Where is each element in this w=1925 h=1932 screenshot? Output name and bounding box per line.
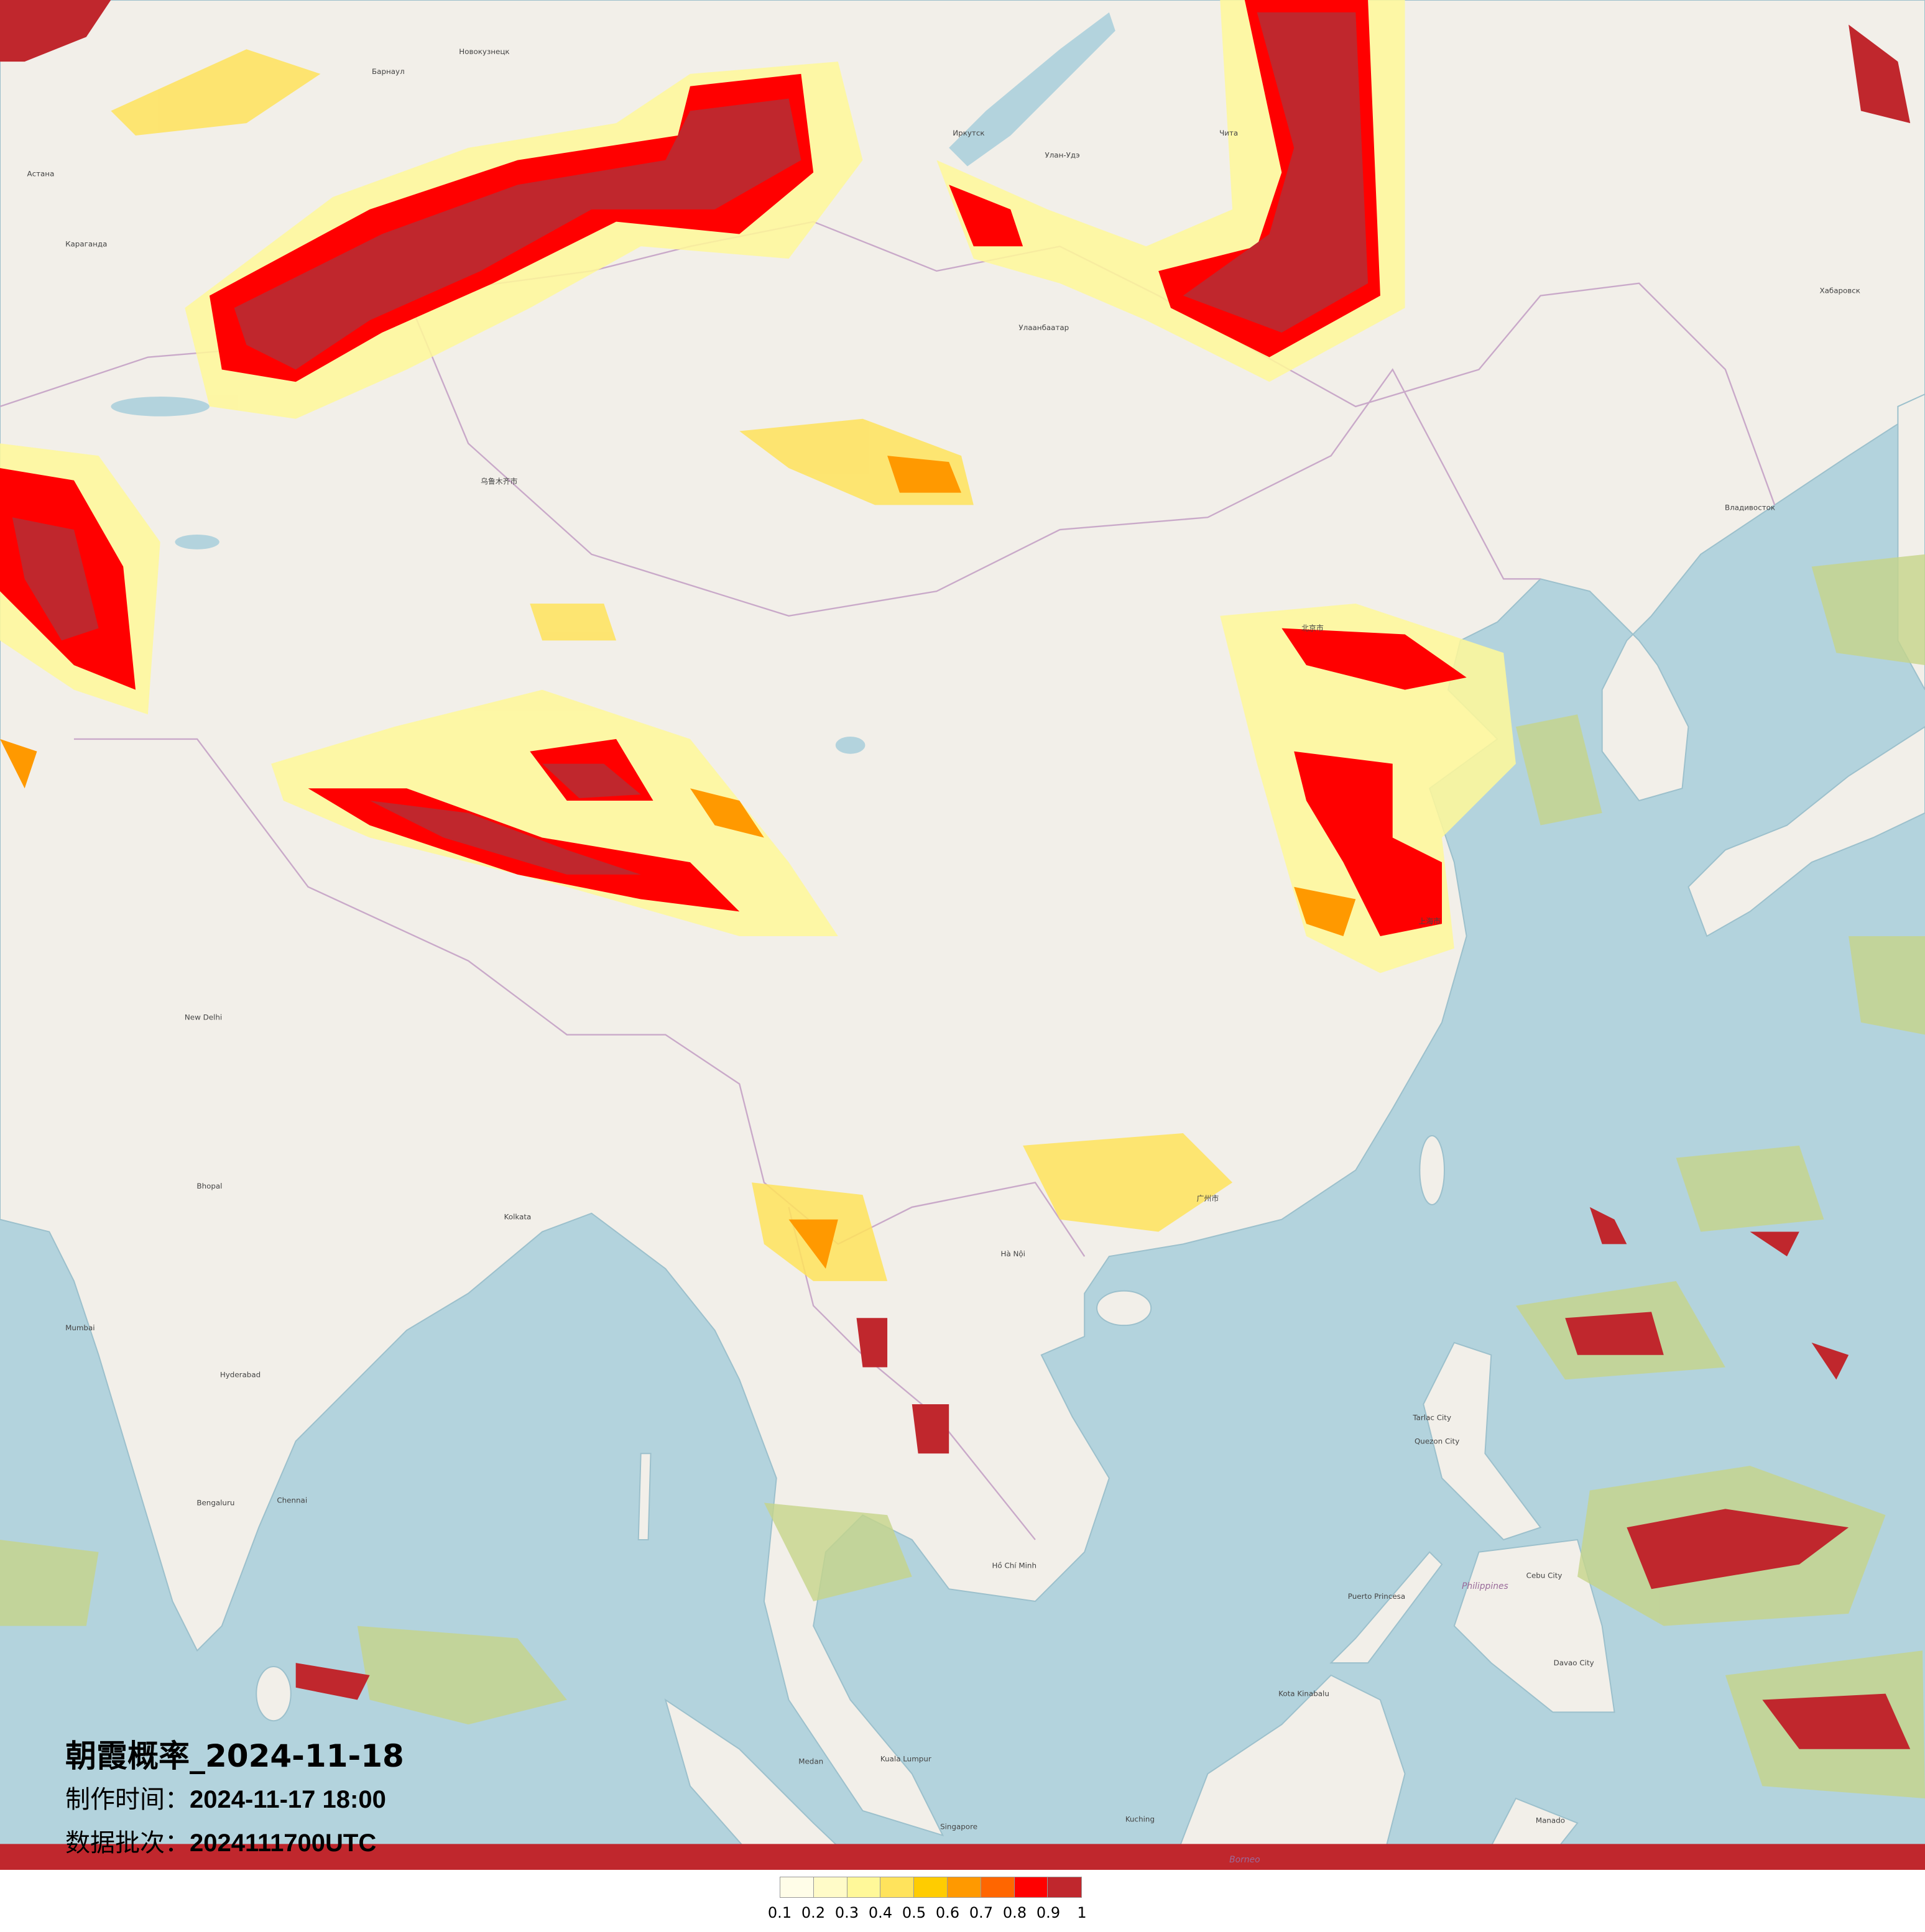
place-label: Mumbai <box>65 1323 95 1332</box>
place-label: Bengaluru <box>196 1498 234 1507</box>
place-label: Владивосток <box>1725 503 1775 512</box>
production-time: 制作时间：2024-11-17 18:00 <box>65 1781 404 1818</box>
orange-areas <box>0 456 1356 1269</box>
production-time-value: 2024-11-17 18:00 <box>190 1786 386 1813</box>
legend-label: 0.6 <box>935 1904 960 1921</box>
place-label: 上海市 <box>1418 917 1441 926</box>
taiwan <box>1419 1135 1445 1205</box>
place-label: Cebu City <box>1526 1571 1563 1580</box>
hainan <box>1096 1290 1152 1327</box>
legend-label: 0.7 <box>969 1904 994 1921</box>
place-label: Puerto Princesa <box>1348 1592 1405 1601</box>
japan <box>1687 725 1925 937</box>
place-label: Philippines <box>1462 1581 1508 1591</box>
place-label: Quezon City <box>1415 1437 1459 1445</box>
place-label: Новокузнецк <box>459 47 509 56</box>
place-label: Hồ Chí Minh <box>992 1562 1036 1570</box>
legend-label: 0.2 <box>801 1904 826 1921</box>
legend-label: 1 <box>1077 1904 1087 1921</box>
place-label: Kota Kinabalu <box>1278 1690 1329 1698</box>
legend-swatch <box>847 1877 881 1897</box>
map-title: 朝霞概率_2024-11-18 <box>65 1738 404 1774</box>
place-label: Singapore <box>940 1823 977 1831</box>
legend-swatch <box>1014 1877 1048 1897</box>
place-labels: Астана Караганда Барнаул Новокузнецк Иркутск… <box>27 47 1860 1865</box>
qinghai-lake <box>835 736 866 754</box>
place-label: Hà Nội <box>1001 1249 1025 1258</box>
legend-label: 0.3 <box>834 1904 859 1921</box>
sumatra <box>664 1698 864 1870</box>
legend-swatch <box>1048 1877 1082 1897</box>
legend-label: 0.1 <box>767 1904 792 1921</box>
title-block: 朝霞概率_2024-11-18 制作时间：2024-11-17 18:00 数据… <box>65 1737 404 1862</box>
place-label: 广州市 <box>1197 1194 1219 1203</box>
legend-swatch <box>981 1877 1015 1897</box>
very-high-probability <box>0 0 1925 1870</box>
legend-label: 0.8 <box>1002 1904 1027 1921</box>
place-label: Улан-Удэ <box>1045 151 1079 160</box>
place-label: Chennai <box>277 1496 307 1504</box>
legend-labels: 0.1 0.2 0.3 0.4 0.5 0.6 0.7 0.8 0.9 1 <box>767 1904 1104 1924</box>
place-label: Tarlac City <box>1412 1414 1451 1422</box>
place-label: Medan <box>798 1757 823 1766</box>
place-label: Borneo <box>1229 1855 1260 1865</box>
color-legend <box>780 1877 1083 1898</box>
legend-label: 0.4 <box>868 1904 893 1921</box>
lake-balkhash <box>111 397 210 416</box>
place-label: Караганда <box>65 239 107 248</box>
andaman <box>637 1453 652 1540</box>
sri-lanka <box>256 1666 292 1722</box>
data-batch-value: 2024111700UTC <box>190 1829 377 1857</box>
palawan <box>1329 1551 1443 1664</box>
issyk-kul <box>175 534 219 550</box>
legend-swatch <box>880 1877 915 1897</box>
place-label: Bhopal <box>196 1182 222 1190</box>
legend-label: 0.5 <box>902 1904 926 1921</box>
place-label: Hyderabad <box>220 1370 261 1379</box>
place-label: 北京市 <box>1301 624 1324 633</box>
place-label: Kolkata <box>504 1213 532 1221</box>
legend-label: 0.9 <box>1036 1904 1061 1921</box>
place-label: Улаанбаатар <box>1018 323 1069 332</box>
legend-swatch <box>914 1877 948 1897</box>
data-batch: 数据批次：2024111700UTC <box>65 1824 404 1862</box>
place-label: Хабаровск <box>1819 287 1860 295</box>
data-batch-label: 数据批次： <box>65 1829 190 1857</box>
place-label: Астана <box>27 169 54 178</box>
production-time-label: 制作时间： <box>65 1785 190 1814</box>
place-label: Kuala Lumpur <box>880 1755 931 1764</box>
lake-baikal <box>949 12 1115 167</box>
legend-swatch <box>947 1877 981 1897</box>
place-label: 乌鲁木齐市 <box>481 477 518 486</box>
luzon <box>1423 1341 1542 1541</box>
place-label: New Delhi <box>185 1013 222 1022</box>
place-label: Чита <box>1219 129 1238 137</box>
place-label: Manado <box>1536 1816 1565 1825</box>
lakes <box>111 12 1115 754</box>
place-label: Davao City <box>1554 1658 1594 1667</box>
place-label: Барнаул <box>372 67 405 76</box>
legend-swatch <box>780 1877 814 1897</box>
place-label: Kuching <box>1125 1815 1155 1824</box>
place-label: Иркутск <box>953 129 984 137</box>
probability-overlay <box>0 0 1925 1870</box>
probability-map: Астана Караганда Барнаул Новокузнецк Иркутск… <box>0 0 1925 1870</box>
legend-swatch <box>813 1877 847 1897</box>
